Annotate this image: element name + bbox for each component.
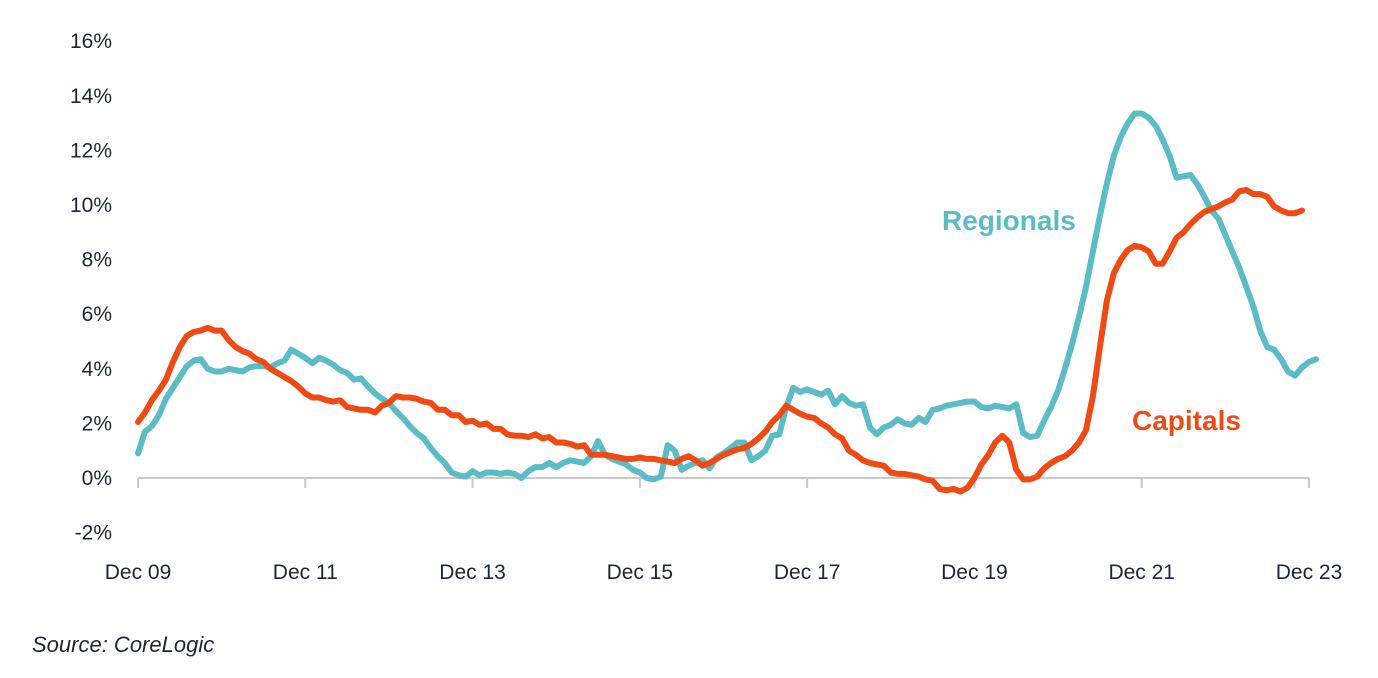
y-tick-label: 4% [82, 358, 112, 381]
y-tick-label: 10% [70, 194, 112, 217]
x-tick-label: Dec 15 [607, 561, 674, 584]
x-tick-label: Dec 13 [439, 561, 506, 584]
regionals-series-label: Regionals [942, 205, 1076, 236]
x-tick-label: Dec 09 [105, 561, 172, 584]
line-chart: -2%0%2%4%6%8%10%12%14%16% Dec 09 Dec 11 De… [70, 30, 1343, 584]
y-tick-label: 12% [70, 139, 112, 162]
x-tick-label: Dec 23 [1276, 561, 1343, 584]
y-tick-label: 6% [82, 303, 112, 326]
series-layer [135, 110, 1319, 495]
y-tick-label: 14% [70, 85, 112, 108]
capitals-series-line [135, 187, 1305, 495]
x-axis: Dec 09 Dec 11 Dec 13 Dec 15 Dec 17 Dec 19 Dec … [105, 477, 1343, 584]
x-tick-label: Dec 19 [941, 561, 1008, 584]
capitals-series-label: Capitals [1132, 405, 1241, 436]
y-axis: -2% 0% 2% 4% 6% 8% 10% 12% 14% 16% [70, 30, 112, 544]
source-note: Source: CoreLogic [32, 632, 215, 657]
x-tick-label: Dec 11 [273, 561, 338, 584]
y-tick-label: 2% [82, 412, 112, 435]
y-tick-label: 0% [82, 467, 112, 490]
x-tick-label: Dec 21 [1108, 561, 1175, 584]
x-tick-label: Dec 17 [774, 561, 841, 584]
y-tick-label: -2% [75, 522, 112, 545]
y-tick-label: 16% [70, 30, 112, 53]
y-tick-label: 8% [82, 249, 112, 272]
